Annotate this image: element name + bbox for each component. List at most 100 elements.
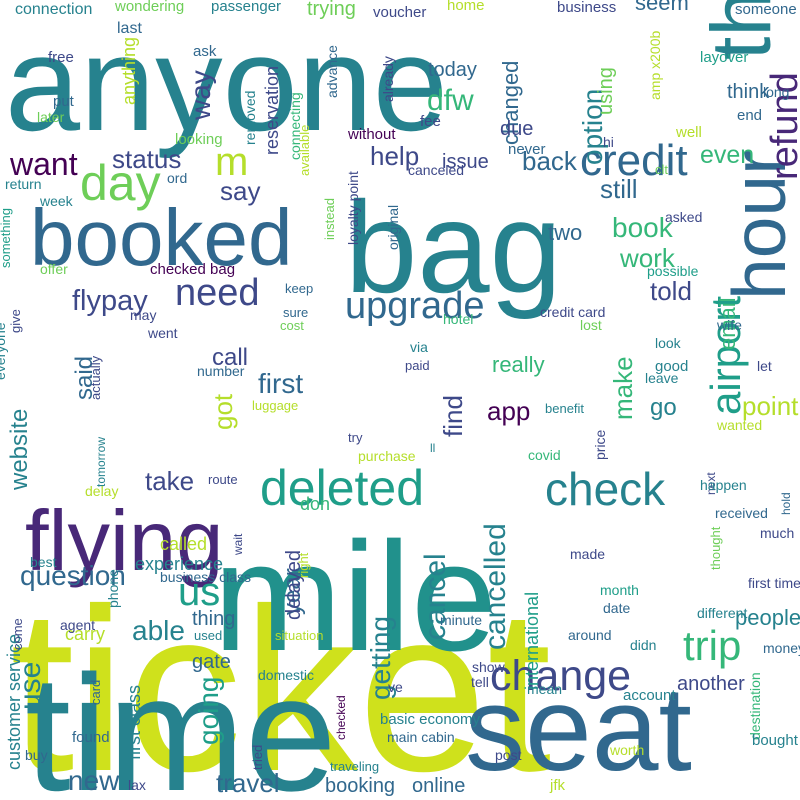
word-put: put — [53, 93, 75, 110]
word-look: look — [655, 335, 682, 351]
word-voucher: voucher — [373, 4, 426, 21]
word-seem: seem — [635, 0, 689, 15]
word-loyalty-point: loyalty point — [345, 171, 361, 245]
word-lost: lost — [580, 317, 602, 333]
word-cancel: cancel — [419, 553, 452, 640]
word-hold: hold — [779, 492, 793, 515]
word-advance: advance — [324, 45, 340, 98]
word-worth: worth — [609, 742, 644, 758]
word-agent: agent — [60, 617, 95, 633]
word-tried: tried — [250, 745, 265, 770]
word-didn: didn — [630, 637, 656, 653]
word-checked: checked — [334, 695, 348, 740]
word-ll: ll — [430, 441, 435, 455]
word-reservation: reservation — [262, 66, 282, 155]
word-week: week — [39, 193, 74, 209]
word-offer: offer — [40, 261, 68, 277]
word-another: another — [677, 673, 745, 695]
word-ve: ve — [388, 679, 403, 695]
word-booking: booking — [325, 775, 395, 797]
word-via: via — [410, 339, 428, 355]
word-booked: booked — [30, 193, 292, 282]
word-anything: anything — [119, 37, 139, 105]
word-removed: removed — [242, 91, 258, 145]
word-connection: connection — [15, 1, 92, 18]
word-called: called — [160, 534, 207, 554]
word-email: email — [715, 297, 740, 350]
word-due: due — [500, 118, 533, 140]
word-traveling: traveling — [330, 759, 379, 774]
word-passenger: passenger — [211, 0, 281, 15]
word-deleted: deleted — [260, 460, 424, 516]
word-work: work — [619, 243, 676, 273]
word-post: post — [495, 747, 522, 763]
word-bag: bag — [345, 174, 562, 320]
word-ask: ask — [193, 43, 217, 60]
word-never: never — [508, 141, 546, 158]
word-instead: instead — [322, 198, 337, 240]
word-go: go — [650, 394, 677, 421]
word-trying: trying — [307, 0, 356, 20]
word-refund: refund — [764, 72, 800, 180]
word-really: really — [492, 352, 545, 377]
word-travel: travel — [216, 768, 280, 798]
word-tell: tell — [471, 674, 489, 690]
word-hotel: hotel — [443, 311, 473, 327]
word-upgrade: upgrade — [345, 285, 484, 327]
word-phone: phone — [105, 569, 121, 608]
word-carry: carry — [65, 624, 105, 644]
word-delayed: delayed — [283, 550, 305, 620]
word-app: app — [487, 396, 530, 426]
word-first-time: first time — [748, 575, 800, 591]
word-received: received — [715, 505, 768, 521]
word-hour: hour — [717, 150, 800, 300]
word-original: original — [385, 205, 401, 250]
word-status: status — [112, 144, 181, 174]
word-website: website — [6, 409, 33, 491]
word-check: check — [545, 463, 666, 515]
word-don: don — [300, 494, 330, 514]
word-lax: lax — [128, 777, 146, 793]
word-make: make — [608, 356, 638, 420]
word-even: even — [700, 141, 754, 169]
word-thought: thought — [708, 526, 723, 570]
word-best: best — [30, 554, 57, 570]
word-domestic: domestic — [258, 667, 314, 683]
word-happen: happen — [700, 477, 747, 493]
word-home: home — [447, 0, 485, 14]
word-hi: hi — [603, 134, 614, 150]
word-option: option — [577, 89, 608, 165]
word-return: return — [5, 176, 42, 192]
word-buy: buy — [25, 747, 48, 763]
word-cost: cost — [280, 318, 304, 333]
word-money: money — [763, 640, 800, 656]
word-destination: destination — [747, 672, 763, 740]
word-dfw: dfw — [427, 84, 474, 117]
word-time: time — [25, 641, 337, 800]
word-getting: getting — [365, 616, 396, 700]
word-benefit: benefit — [545, 401, 584, 416]
word-around: around — [568, 627, 612, 643]
word-use: use — [14, 662, 47, 710]
word-first-class: first class — [124, 685, 144, 760]
word-may: may — [130, 307, 156, 323]
word-ord: ord — [167, 170, 187, 186]
word-trip: trip — [683, 622, 741, 669]
word-call: call — [212, 344, 248, 371]
word-fee: fee — [420, 113, 441, 130]
word-think: think — [727, 81, 770, 103]
word-online: online — [412, 775, 465, 797]
word-gate: gate — [192, 651, 231, 673]
word-thing: thing — [192, 608, 235, 630]
word-everyone: everyone — [0, 322, 8, 380]
word-checked-bag: checked bag — [150, 261, 235, 278]
word-bought: bought — [752, 732, 799, 749]
word-tomorrow: tomorrow — [94, 437, 108, 487]
word-card: card — [88, 680, 103, 705]
word-something: something — [0, 208, 13, 268]
word-year: year — [279, 568, 306, 615]
word-number: number — [197, 363, 245, 379]
word-seat: seat — [465, 662, 692, 796]
word-flypay: flypay — [72, 285, 148, 317]
word-made: made — [570, 546, 605, 562]
